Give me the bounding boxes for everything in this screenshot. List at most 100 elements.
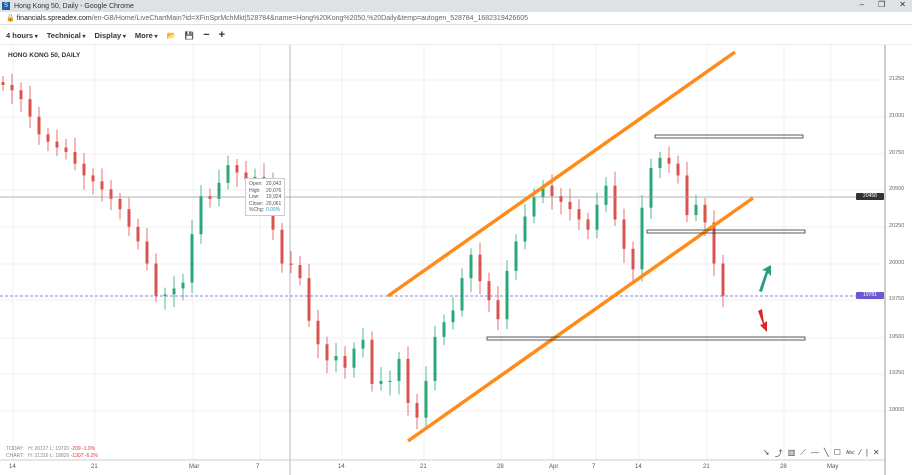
- fan-tool-icon[interactable]: ⟋: [800, 448, 806, 457]
- candle-body: [10, 84, 14, 91]
- candle-body: [55, 141, 59, 148]
- time-tick-label: 28: [780, 464, 787, 470]
- restore-button[interactable]: ❐: [878, 0, 886, 9]
- candle-body: [154, 263, 158, 296]
- candle-body: [712, 222, 716, 264]
- stats-panel: TODAY: H: 20127 L: 19720 -209 -1.0% CHAR…: [6, 446, 98, 460]
- price-tick-label: 19250: [889, 370, 905, 376]
- technical-dropdown[interactable]: Technical: [47, 31, 86, 40]
- minimize-button[interactable]: –: [859, 0, 865, 9]
- window-title: Hong Kong 50, Daily - Google Chrome: [14, 2, 134, 10]
- curve-tool-icon[interactable]: ⤴: [774, 449, 783, 458]
- fibonacci-tool-icon[interactable]: ▥: [787, 448, 796, 457]
- candle-body: [694, 204, 698, 216]
- chart-label: CHART:: [6, 453, 24, 459]
- candle-body: [658, 157, 662, 169]
- chart-percent: -6.2%: [84, 453, 98, 459]
- candle-body: [505, 270, 509, 320]
- candle-body: [343, 355, 347, 368]
- display-dropdown[interactable]: Display: [95, 31, 126, 40]
- vertical-line-icon[interactable]: |: [865, 448, 868, 457]
- chart-low: L: 18826: [49, 453, 70, 459]
- time-tick-label: 7: [592, 464, 596, 470]
- candle-body: [649, 168, 653, 208]
- candle-body: [28, 99, 32, 117]
- candle-body: [478, 254, 482, 282]
- candle-body: [235, 165, 239, 173]
- crosshair-price-badge: 20458: [856, 193, 884, 200]
- candle-body: [460, 278, 464, 311]
- candles: [1, 73, 725, 430]
- price-chart[interactable]: [0, 45, 912, 475]
- candle-body: [280, 229, 284, 264]
- channel-lower-line: [406, 196, 755, 443]
- text-tool-icon[interactable]: Abc: [845, 450, 855, 456]
- horizontal-line-icon[interactable]: —: [810, 448, 819, 457]
- time-tick-label: 21: [703, 464, 710, 470]
- candle-body: [109, 189, 113, 199]
- candle-body: [145, 241, 149, 264]
- trendline-tool-icon[interactable]: ╲: [823, 448, 829, 457]
- app-icon: S: [2, 2, 10, 10]
- candle-body: [667, 157, 671, 164]
- zoom-out-button[interactable]: −: [203, 29, 210, 41]
- zoom-in-button[interactable]: +: [218, 29, 226, 41]
- time-tick-label: May: [827, 464, 839, 470]
- close-button[interactable]: ✕: [899, 0, 906, 9]
- candle-body: [433, 336, 437, 381]
- candle-body: [190, 234, 194, 283]
- address-bar[interactable]: 🔒 financials.spreadex.com/en-GB/Home/Liv…: [0, 12, 912, 25]
- high-label: High:: [249, 187, 261, 194]
- line-tool-icon[interactable]: ⁄: [859, 448, 861, 457]
- chart-change: -1307: [70, 453, 84, 459]
- candle-body: [163, 294, 167, 296]
- rectangle-tool-icon[interactable]: ☐: [833, 448, 841, 457]
- candle-body: [136, 226, 140, 242]
- candle-body: [604, 185, 608, 205]
- url-path: /en-GB/Home/LiveChartMain?id=XFinSprMchM…: [91, 14, 529, 22]
- candle-body: [640, 207, 644, 270]
- high-value: 20,076: [266, 187, 282, 194]
- time-tick-label: 14: [338, 464, 345, 470]
- chart-high: H: 21316: [28, 453, 49, 459]
- candle-body: [424, 380, 428, 418]
- candle-body: [469, 254, 473, 279]
- candle-body: [523, 216, 527, 242]
- url-host: financials.spreadex.com: [16, 14, 92, 22]
- price-tick-label: 20750: [889, 150, 905, 156]
- candle-body: [361, 339, 365, 349]
- time-tick-label: 14: [635, 464, 642, 470]
- arrow-down-icon: [758, 309, 767, 332]
- candle-body: [217, 182, 221, 199]
- candle-body: [244, 172, 248, 180]
- candle-body: [208, 195, 212, 199]
- candle-body: [577, 209, 581, 220]
- time-tick-label: Mar: [189, 464, 200, 470]
- candle-body: [388, 380, 392, 382]
- price-tick-label: 19500: [889, 334, 905, 340]
- time-tick-label: 7: [256, 464, 260, 470]
- price-tick-label: 21000: [889, 113, 905, 119]
- clear-drawings-icon[interactable]: ✕: [872, 448, 880, 457]
- candle-body: [487, 281, 491, 301]
- interval-dropdown[interactable]: 4 hours: [6, 31, 38, 40]
- low-value: 19,924: [266, 194, 282, 201]
- arrow-tool-icon[interactable]: ➘: [763, 448, 770, 457]
- candle-body: [64, 147, 68, 152]
- grid: [0, 45, 885, 460]
- time-tick-label: 28: [497, 464, 504, 470]
- candle-body: [631, 248, 635, 270]
- time-tick-label: 21: [420, 464, 427, 470]
- drawing-tools: ➘ ⤴ ▥ ⟋ — ╲ ☐ Abc ⁄ | ✕: [763, 448, 880, 459]
- open-folder-icon[interactable]: 📂: [166, 30, 176, 40]
- candle-body: [19, 90, 23, 100]
- candle-body: [514, 241, 518, 271]
- price-tick-label: 19000: [889, 407, 905, 413]
- candle-body: [298, 264, 302, 279]
- save-icon[interactable]: 💾: [184, 30, 195, 40]
- candle-body: [82, 163, 86, 176]
- candle-body: [541, 185, 545, 198]
- more-dropdown[interactable]: More: [135, 31, 158, 40]
- candle-body: [46, 134, 50, 142]
- candle-body: [415, 402, 419, 418]
